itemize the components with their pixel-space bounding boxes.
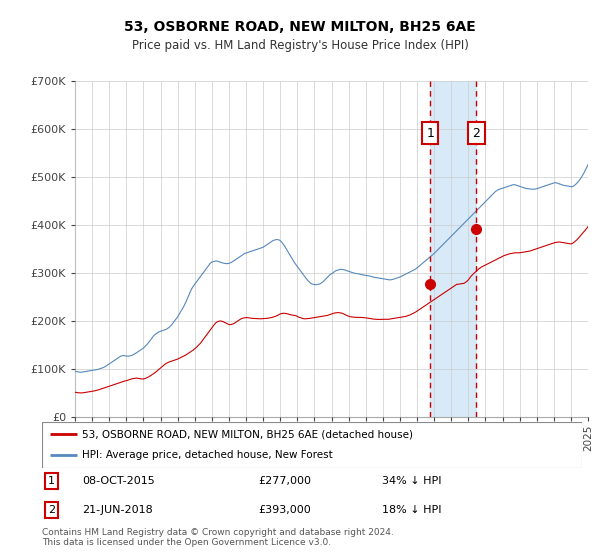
Text: Price paid vs. HM Land Registry's House Price Index (HPI): Price paid vs. HM Land Registry's House … bbox=[131, 39, 469, 52]
Text: 1: 1 bbox=[426, 127, 434, 140]
Bar bbox=[430, 81, 476, 417]
Text: 21-JUN-2018: 21-JUN-2018 bbox=[83, 505, 153, 515]
Text: 53, OSBORNE ROAD, NEW MILTON, BH25 6AE (detached house): 53, OSBORNE ROAD, NEW MILTON, BH25 6AE (… bbox=[83, 429, 413, 439]
Text: 53, OSBORNE ROAD, NEW MILTON, BH25 6AE: 53, OSBORNE ROAD, NEW MILTON, BH25 6AE bbox=[124, 20, 476, 34]
FancyBboxPatch shape bbox=[42, 422, 582, 468]
Text: Contains HM Land Registry data © Crown copyright and database right 2024.
This d: Contains HM Land Registry data © Crown c… bbox=[42, 528, 394, 547]
Text: 1: 1 bbox=[48, 476, 55, 486]
Text: £277,000: £277,000 bbox=[258, 476, 311, 486]
Text: £393,000: £393,000 bbox=[258, 505, 311, 515]
Text: 08-OCT-2015: 08-OCT-2015 bbox=[83, 476, 155, 486]
Text: 2: 2 bbox=[472, 127, 480, 140]
Bar bbox=[588, 81, 600, 417]
Text: 18% ↓ HPI: 18% ↓ HPI bbox=[382, 505, 442, 515]
Text: 34% ↓ HPI: 34% ↓ HPI bbox=[382, 476, 442, 486]
Text: HPI: Average price, detached house, New Forest: HPI: Average price, detached house, New … bbox=[83, 450, 333, 460]
Text: 2: 2 bbox=[48, 505, 55, 515]
Bar bbox=[588, 81, 600, 417]
